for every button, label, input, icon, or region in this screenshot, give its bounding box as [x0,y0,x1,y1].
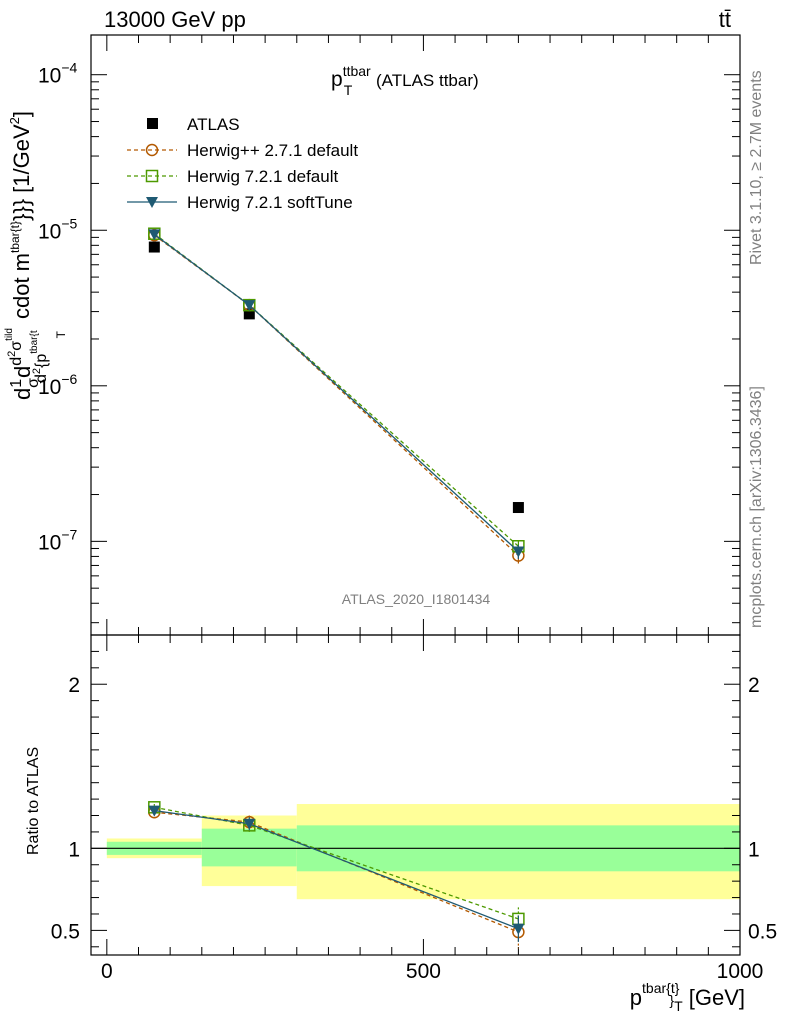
legend-marker-herwigpp [145,143,159,157]
xtick-label: 1000 [717,960,764,983]
xlabel-unit: [GeV] [683,985,745,1010]
legend-marker-softtune [146,197,158,208]
series-line-3 [153,233,519,553]
ratio-ytick-label-right: 2 [748,674,760,697]
main-panel: 10−410−510−610−7 pttbar T (ATLAS ttbar) A… [4,34,741,636]
xtick-label: 0 [101,960,113,983]
atlas-point [148,241,160,253]
panel-title: pttbar T (ATLAS ttbar) [331,63,479,98]
ytick-base: 10 [38,220,61,243]
ratio-ytick-label-left: 0.5 [51,920,80,943]
ytick-exp: −5 [61,215,77,231]
title-sup: ttbar [343,63,371,79]
xlabel-main: p [630,985,642,1010]
xlabel: ptbar{t}}T [GeV] [630,980,745,1014]
header-right: tt̄ [719,7,731,32]
ylabel-sigma: σ [25,378,42,388]
ratio-panel-frame [90,634,741,956]
ylabel-sq1: 2 [6,351,18,357]
series-line-2 [153,233,519,547]
ylabel-one: 1 [8,379,25,388]
ytick-exp: −4 [61,60,77,76]
upper-ytick-labels: 10−410−510−610−7 [38,60,78,555]
rivet-label: Rivet 3.1.10, ≥ 2.7M events [748,70,765,265]
ratio-ytick-label-left: 2 [68,674,80,697]
ratio-ytick-label-left: 1 [68,838,80,861]
title-main: p [331,68,343,91]
ylabel-d2: d [10,366,35,378]
ratio-band-inner [201,828,297,867]
header-left: 13000 GeV pp [104,7,246,32]
softtune-point [243,818,256,830]
softtune-point [148,805,161,817]
ylabel-end: }}} [1/GeV [9,124,34,221]
ylabel-sup-tbar: tbar{t [29,330,40,354]
ytick-base: 10 [38,65,61,88]
ratio-ytick-label-right: 1 [748,838,760,861]
upper-ylabel: d1σdd2σtildd2{ptbar{t Tcdot mtbar{t}}}} [… [4,111,68,400]
ytick-exp: −6 [61,371,77,387]
title-rest: (ATLAS ttbar) [371,71,478,90]
ylabel-end-sup: 2 [7,117,22,124]
legend-label-atlas: ATLAS [187,115,240,134]
ylabel-close: ] [9,111,34,117]
title-sub: T [344,82,353,98]
ylabel-d3: d [8,357,25,366]
xlabel-sub2: T [674,998,683,1014]
softtune-point [243,300,256,312]
ylabel-sup-tbar2: tbar{t} [8,221,22,253]
legend-marker-herwig721 [145,169,159,183]
legend: ATLAS Herwig++ 2.7.1 default Herwig 7.2.… [127,115,358,212]
mcplots-label: mcplots.cern.ch [arXiv:1306.3436] [748,386,765,628]
watermark: ATLAS_2020_I1801434 [342,591,491,607]
atlas-point [243,308,255,320]
upper-ytick-label: 10−6 [38,371,78,399]
lower-axis-ticks [91,634,741,955]
legend-label-softtune: Herwig 7.2.1 softTune [187,193,353,212]
ytick-exp: −7 [61,526,77,542]
upper-ytick-label: 10−4 [38,60,78,88]
ylabel-sq2: 2 [31,368,43,374]
ytick-base: 10 [38,376,61,399]
lower-tick-labels: 0.5 0.5 1 1 2 2 0 500 1000 [51,674,777,983]
upper-ytick-label: 10−5 [38,215,78,243]
ylabel-sub-t: T [54,330,68,338]
ylabel-p: {p [33,354,50,368]
softtune-point [512,923,525,935]
upper-ytick-label: 10−7 [38,526,78,554]
ylabel-d4: d [33,374,50,383]
ratio-ylabel: Ratio to ATLAS [25,747,42,855]
ratio-panel: 0.5 0.5 1 1 2 2 0 500 1000 Ratio to ATLAS ptbar{… [25,634,777,1014]
upper-axis-ticks [91,35,741,635]
legend-marker-atlas [147,118,158,129]
ylabel-sup-tilde: tild [4,328,15,341]
atlas-point [512,502,524,514]
xlabel-sub: } [669,992,674,1008]
ratio-ytick-label-right: 0.5 [748,920,777,943]
lower-series [148,801,525,949]
ytick-base: 10 [38,531,61,554]
xlabel-sup: tbar{t} [642,980,680,996]
ylabel-d1: d [10,388,35,400]
upper-series [148,227,525,564]
softtune-point [148,229,161,241]
ylabel-sigma2: σ [8,341,25,351]
xtick-label: 500 [406,960,441,983]
legend-label-herwig721: Herwig 7.2.1 default [187,167,338,186]
ratio-bands [106,804,740,900]
series-line-1 [153,234,519,557]
legend-label-herwigpp: Herwig++ 2.7.1 default [187,141,358,160]
ylabel-mid: cdot m [9,253,34,319]
softtune-point [512,546,525,558]
